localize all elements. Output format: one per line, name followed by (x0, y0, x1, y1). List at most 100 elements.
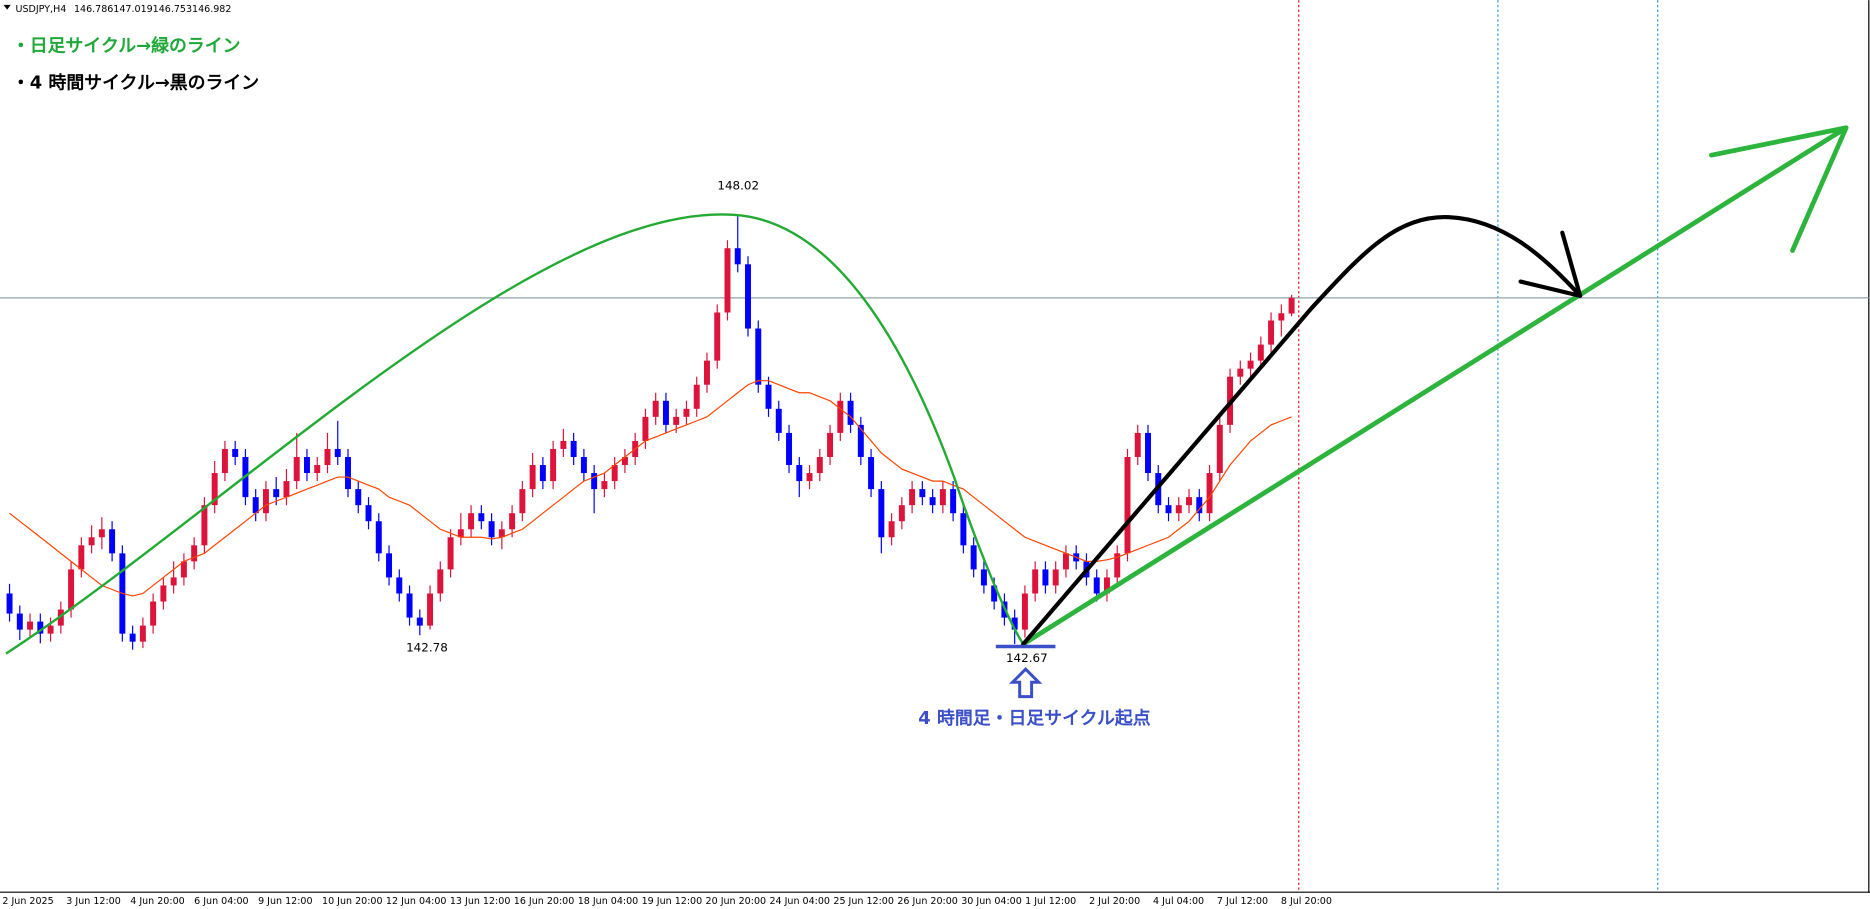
high: 147.019 (113, 4, 152, 15)
candle-body (714, 312, 721, 361)
candle-body (786, 432, 793, 466)
candle-body (991, 585, 998, 602)
x-tick-label: 16 Jun 20:00 (514, 896, 575, 907)
candle-body (98, 529, 105, 538)
candle-body (1134, 432, 1141, 457)
candle-body (252, 497, 259, 514)
x-tick-label: 13 Jun 12:00 (450, 896, 511, 907)
candle-body (580, 456, 587, 474)
candle-body (375, 521, 382, 554)
candle-body (180, 561, 187, 578)
x-tick-label: 4 Jul 04:00 (1153, 896, 1204, 907)
candle-body (888, 521, 895, 538)
x-tick-label: 10 Jun 20:00 (322, 896, 383, 907)
candle-body (755, 328, 762, 385)
moving-average (9, 380, 1292, 597)
candle-body (468, 513, 475, 530)
candle-body (806, 473, 813, 482)
candle-body (539, 465, 546, 482)
candle-body (386, 553, 393, 578)
candle-body (611, 465, 618, 482)
candle-body (498, 529, 505, 538)
x-tick-label: 6 Jun 04:00 (194, 896, 248, 907)
candle-body (919, 489, 926, 498)
candle-body (929, 497, 936, 506)
candle-body (1268, 320, 1275, 345)
candle-body (6, 593, 13, 614)
candle-body (652, 400, 659, 417)
candle-body (139, 625, 146, 642)
close: 146.982 (192, 4, 231, 15)
candle-body (960, 513, 967, 546)
symbol: USDJPY,H4 (16, 4, 67, 15)
candle-body (406, 593, 413, 618)
candle-body (355, 489, 362, 506)
candle-body (1103, 577, 1110, 594)
candle-body (232, 448, 239, 457)
candle-body (765, 384, 772, 409)
candle-body (662, 400, 669, 425)
candle-body (1093, 577, 1100, 594)
candle-body (601, 481, 608, 490)
low-label: 142.67 (1006, 651, 1048, 665)
daily-cycle-curve (5, 213, 1025, 655)
note: ・日足サイクル→緑のライン (12, 34, 241, 56)
candle-body (303, 456, 310, 474)
candle-body (550, 448, 557, 482)
candle-body (324, 448, 331, 466)
candle-body (693, 384, 700, 409)
candle-body (1237, 368, 1244, 377)
candle-body (703, 360, 710, 385)
candle-body (427, 593, 434, 626)
texts: USDJPY,H4 146.786 147.019 146.753 146.98… (12, 4, 1151, 729)
candle-body (293, 456, 300, 482)
candle-body (621, 456, 628, 466)
menu-icon (3, 4, 11, 10)
x-tick-label: 7 Jul 12:00 (1217, 896, 1268, 907)
candle-body (68, 569, 75, 610)
candle-body (170, 577, 177, 586)
candle-body (1042, 569, 1049, 586)
candle-body (396, 577, 403, 594)
candle-body (1247, 360, 1254, 369)
candle-body (16, 613, 23, 630)
x-tick-label: 3 Jun 12:00 (66, 896, 120, 907)
candle-body (898, 505, 905, 522)
open: 146.786 (74, 4, 113, 15)
candle-body (27, 621, 34, 630)
candle-body (1124, 456, 1131, 554)
candle-body (745, 264, 751, 329)
candle-body (47, 625, 54, 634)
candle-body (1011, 617, 1018, 630)
candle-body (129, 633, 136, 642)
candle-body (365, 505, 372, 522)
candle-body (837, 400, 844, 433)
candle-body (1196, 497, 1203, 514)
candle-body (273, 489, 280, 498)
candle-body (1186, 497, 1193, 506)
x-tick-label: 19 Jun 12:00 (642, 896, 703, 907)
candle-body (57, 609, 64, 626)
candle-body (1062, 553, 1069, 570)
candle-body (980, 569, 987, 586)
candle-body (827, 432, 834, 457)
candle-body (570, 440, 577, 457)
candle-body (683, 408, 690, 417)
x-tick-label: 24 Jun 04:00 (769, 896, 830, 907)
candle-body (211, 473, 218, 506)
candle-body (1021, 593, 1028, 630)
x-tick-label: 12 Jun 04:00 (386, 896, 447, 907)
candle-body (939, 489, 946, 506)
candle-body (847, 400, 854, 425)
candle-body (88, 537, 95, 546)
candle-body (724, 248, 731, 313)
candle-body (1032, 569, 1039, 594)
candle-body (447, 537, 454, 570)
candle-body (1216, 424, 1223, 474)
candle-body (37, 621, 44, 634)
candle-body (529, 465, 536, 490)
candle-body (868, 456, 875, 490)
up-arrow-icon (1008, 667, 1043, 699)
candle-body (334, 448, 341, 457)
